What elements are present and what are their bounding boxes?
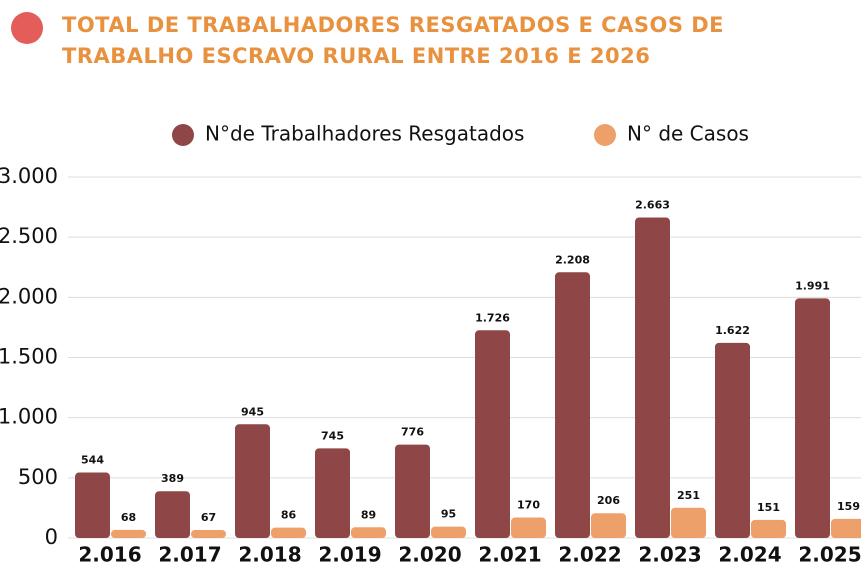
bar [315,448,350,538]
x-tick-label: 2.019 [318,543,381,567]
x-tick-label: 2.020 [398,543,461,567]
value-label: 67 [201,511,216,524]
value-label: 151 [757,501,780,514]
title-icon [11,12,43,44]
bar [271,527,306,538]
bar [75,472,110,538]
value-label: 95 [441,508,456,521]
y-tick-label: 500 [18,465,58,489]
bar [671,507,706,538]
x-tick-label: 2.023 [638,543,701,567]
value-label: 206 [597,494,620,507]
legend-swatch [172,124,194,146]
bar [715,342,750,538]
x-tick-label: 2.021 [478,543,541,567]
chart-title: TOTAL DE TRABALHADORES RESGATADOS E CASO… [62,13,725,68]
value-label: 68 [121,511,136,524]
bar [431,526,466,538]
value-label: 389 [161,472,184,485]
bar [351,527,386,538]
x-tick-label: 2.024 [718,543,781,567]
bar [475,330,510,538]
value-label: 2.663 [635,199,670,212]
legend-label: N°de Trabalhadores Resgatados [205,122,524,146]
bar [591,513,626,538]
value-label: 1.991 [795,279,830,292]
x-tick-label: 2.017 [158,543,221,567]
x-tick-label: 2.022 [558,543,621,567]
bar [191,529,226,538]
bar [511,517,546,538]
bar [155,491,190,538]
y-tick-label: 0 [45,525,58,549]
bar [395,444,430,538]
x-tick-label: 2.025 [798,543,861,567]
value-label: 945 [241,405,264,418]
bar [751,519,786,538]
x-tick-label: 2.018 [238,543,301,567]
value-label: 544 [81,454,104,467]
value-label: 251 [677,489,700,502]
bar [235,424,270,538]
x-tick-label: 2.016 [78,543,141,567]
bar [111,529,146,538]
y-tick-label: 1.500 [0,345,58,369]
y-tick-label: 3.000 [0,164,58,188]
value-label: 1.622 [715,324,750,337]
value-label: 86 [281,509,297,522]
value-label: 89 [361,508,376,521]
value-label: 1.726 [475,311,510,324]
y-tick-label: 1.000 [0,405,58,429]
bar [555,272,590,538]
y-tick-label: 2.000 [0,284,58,308]
bar [635,217,670,538]
legend-swatch [594,124,616,146]
legend-label: N° de Casos [627,122,749,146]
value-label: 776 [401,426,424,439]
y-tick-label: 2.500 [0,224,58,248]
value-label: 170 [517,499,540,512]
value-label: 2.208 [555,253,590,266]
bar [831,518,861,538]
bar [795,298,830,538]
value-label: 745 [321,429,344,442]
value-label: 159 [837,500,860,513]
